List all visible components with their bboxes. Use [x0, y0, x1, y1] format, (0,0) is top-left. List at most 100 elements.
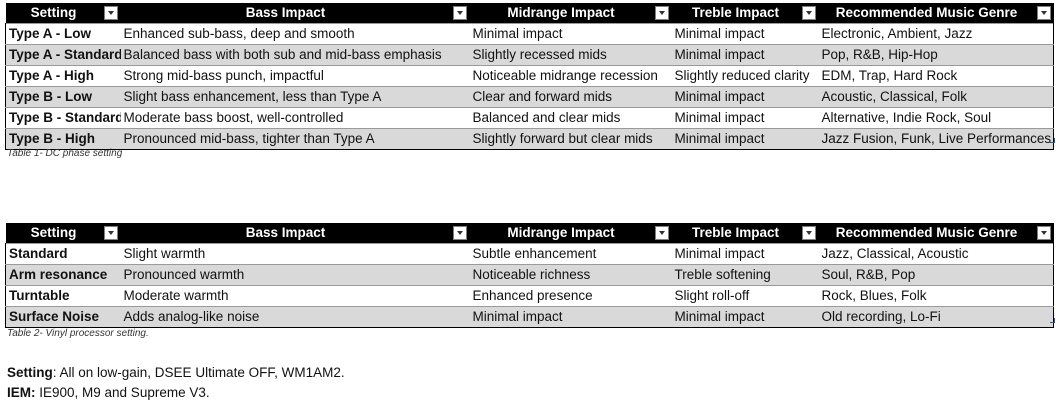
filter-dropdown-icon[interactable]: [654, 226, 669, 240]
table-row: Type A - High Strong mid-bass punch, impa…: [5, 65, 1054, 87]
setting-cell[interactable]: Type B - Low: [5, 86, 121, 108]
setting-cell[interactable]: Standard: [5, 243, 121, 265]
table-cell[interactable]: Slightly recessed mids: [469, 44, 672, 66]
table-cell[interactable]: Treble softening: [671, 264, 819, 286]
table-header-row: Setting Bass Impact Midrange Impact Treble …: [5, 223, 1054, 244]
table-cell[interactable]: Acoustic, Classical, Folk: [818, 86, 1054, 108]
column-header: Bass Impact: [120, 3, 470, 24]
filter-dropdown-icon[interactable]: [654, 6, 669, 20]
column-header-label: Recommended Music Genre: [835, 225, 1018, 240]
table-row: Arm resonance Pronounced warmth Noticeable…: [5, 264, 1054, 286]
filter-dropdown-icon[interactable]: [801, 6, 816, 20]
filter-dropdown-icon[interactable]: [103, 6, 118, 20]
table-cell[interactable]: Jazz Fusion, Funk, Live Performances: [818, 128, 1054, 150]
table-row: Standard Slight warmth Subtle enhancement M…: [5, 243, 1054, 265]
table-cell[interactable]: Minimal impact: [671, 23, 819, 45]
setting-note-text: : All on low-gain, DSEE Ultimate OFF, WM…: [52, 365, 345, 380]
filter-dropdown-icon[interactable]: [801, 226, 816, 240]
table-row: Type A - Low Enhanced sub-bass, deep and …: [5, 23, 1054, 45]
setting-cell[interactable]: Arm resonance: [5, 264, 121, 286]
column-header-label: Setting: [30, 5, 77, 20]
table-cell[interactable]: Subtle enhancement: [469, 243, 672, 265]
table-cell[interactable]: Balanced bass with both sub and mid-bass…: [120, 44, 470, 66]
column-header: Recommended Music Genre: [818, 223, 1054, 244]
table-cell[interactable]: Slight bass enhancement, less than Type …: [120, 86, 470, 108]
table-cell[interactable]: Minimal impact: [671, 44, 819, 66]
column-header-label: Bass Impact: [245, 5, 326, 20]
setting-cell[interactable]: Type B - Standard: [5, 107, 121, 129]
column-header-label: Treble Impact: [691, 225, 780, 240]
column-header-label: Setting: [30, 225, 77, 240]
dc-phase-table: Setting Bass Impact Midrange Impact Treble …: [5, 3, 1054, 150]
table-cell[interactable]: Slight warmth: [120, 243, 470, 265]
table-cell[interactable]: Slightly forward but clear mids: [469, 128, 672, 150]
setting-cell[interactable]: Type B - High: [5, 128, 121, 150]
table-cell[interactable]: Noticeable richness: [469, 264, 672, 286]
column-header-label: Bass Impact: [245, 225, 326, 240]
table-row: Type B - Standard Moderate bass boost, we…: [5, 107, 1054, 129]
column-header: Midrange Impact: [469, 223, 672, 244]
column-header: Treble Impact: [671, 3, 819, 24]
filter-dropdown-icon[interactable]: [452, 6, 467, 20]
table-cell[interactable]: Enhanced sub-bass, deep and smooth: [120, 23, 470, 45]
table-cell[interactable]: Minimal impact: [671, 128, 819, 150]
table-cell[interactable]: Pronounced mid-bass, tighter than Type A: [120, 128, 470, 150]
table-cell[interactable]: Rock, Blues, Folk: [818, 285, 1054, 307]
table-cell[interactable]: Moderate warmth: [120, 285, 470, 307]
table-cell[interactable]: Slight roll-off: [671, 285, 819, 307]
table-cell[interactable]: Soul, R&B, Pop: [818, 264, 1054, 286]
table-cell[interactable]: Clear and forward mids: [469, 86, 672, 108]
table-cell[interactable]: Balanced and clear mids: [469, 107, 672, 129]
table-row: Type B - High Pronounced mid-bass, tighte…: [5, 128, 1054, 150]
column-header-label: Treble Impact: [691, 5, 780, 20]
setting-note: Setting: All on low-gain, DSEE Ultimate …: [7, 365, 345, 380]
filter-dropdown-icon[interactable]: [103, 226, 118, 240]
setting-cell[interactable]: Type A - Low: [5, 23, 121, 45]
table-cell[interactable]: Minimal impact: [671, 243, 819, 265]
table-cell[interactable]: Old recording, Lo-Fi: [818, 306, 1054, 328]
table-cell[interactable]: Minimal impact: [469, 23, 672, 45]
column-header: Bass Impact: [120, 223, 470, 244]
table-cell[interactable]: Jazz, Classical, Acoustic: [818, 243, 1054, 265]
filter-dropdown-icon[interactable]: [452, 226, 467, 240]
iem-note-label: IEM:: [7, 385, 36, 400]
table2-caption: Table 2- Vinyl processor setting.: [7, 328, 149, 339]
table-header-row: Setting Bass Impact Midrange Impact Treble …: [5, 3, 1054, 24]
setting-cell[interactable]: Surface Noise: [5, 306, 121, 328]
column-header-label: Midrange Impact: [507, 225, 615, 240]
table-cell[interactable]: Noticeable midrange recession: [469, 65, 672, 87]
column-header-label: Midrange Impact: [507, 5, 615, 20]
table-row: Surface Noise Adds analog-like noise Minim…: [5, 306, 1054, 328]
table-cell[interactable]: Minimal impact: [469, 306, 672, 328]
table2-resize-handle[interactable]: [1050, 318, 1055, 323]
table-cell[interactable]: Adds analog-like noise: [120, 306, 470, 328]
table-cell[interactable]: Enhanced presence: [469, 285, 672, 307]
column-header: Midrange Impact: [469, 3, 672, 24]
table-cell[interactable]: Pronounced warmth: [120, 264, 470, 286]
table-row: Type B - Low Slight bass enhancement, les…: [5, 86, 1054, 108]
table-cell[interactable]: Minimal impact: [671, 107, 819, 129]
table-cell[interactable]: Strong mid-bass punch, impactful: [120, 65, 470, 87]
setting-cell[interactable]: Type A - High: [5, 65, 121, 87]
setting-cell[interactable]: Type A - Standard: [5, 44, 121, 66]
table-cell[interactable]: Minimal impact: [671, 86, 819, 108]
setting-note-label: Setting: [7, 365, 53, 380]
table-row: Turntable Moderate warmth Enhanced presenc…: [5, 285, 1054, 307]
column-header: Treble Impact: [671, 223, 819, 244]
column-header: Setting: [5, 223, 121, 244]
table-cell[interactable]: Moderate bass boost, well-controlled: [120, 107, 470, 129]
filter-dropdown-icon[interactable]: [1036, 6, 1051, 20]
table-cell[interactable]: Pop, R&B, Hip-Hop: [818, 44, 1054, 66]
table-cell[interactable]: Alternative, Indie Rock, Soul: [818, 107, 1054, 129]
table-cell[interactable]: Electronic, Ambient, Jazz: [818, 23, 1054, 45]
filter-dropdown-icon[interactable]: [1036, 226, 1051, 240]
table1-resize-handle[interactable]: [1050, 138, 1055, 143]
table-cell[interactable]: Slightly reduced clarity: [671, 65, 819, 87]
iem-note: IEM: IE900, M9 and Supreme V3.: [7, 385, 210, 400]
iem-note-text: IE900, M9 and Supreme V3.: [35, 385, 210, 400]
column-header-label: Recommended Music Genre: [835, 5, 1018, 20]
column-header: Setting: [5, 3, 121, 24]
table-cell[interactable]: Minimal impact: [671, 306, 819, 328]
setting-cell[interactable]: Turntable: [5, 285, 121, 307]
table-cell[interactable]: EDM, Trap, Hard Rock: [818, 65, 1054, 87]
